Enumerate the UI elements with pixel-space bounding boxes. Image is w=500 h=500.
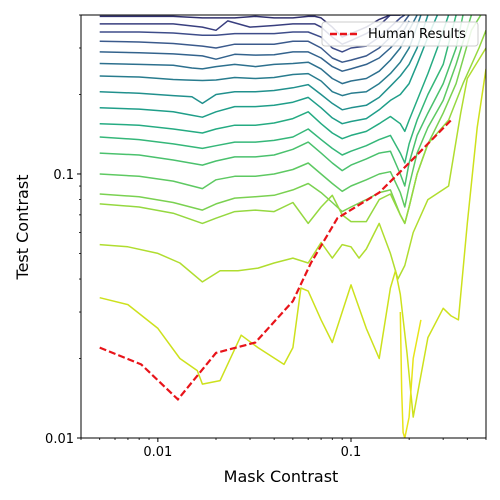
y-tick-label: 0.1 bbox=[53, 168, 74, 183]
contour-line-5 bbox=[99, 20, 410, 72]
human-results-series bbox=[99, 119, 452, 402]
plot-area-background bbox=[81, 15, 486, 438]
contour-line-16 bbox=[99, 47, 486, 283]
contour-line-8 bbox=[99, 15, 429, 111]
contour-line-9 bbox=[99, 15, 439, 125]
x-tick-label: 0.01 bbox=[143, 445, 172, 460]
contour-line-4 bbox=[99, 15, 410, 63]
plot-frame bbox=[80, 14, 487, 439]
legend-human-results-label: Human Results bbox=[368, 27, 466, 42]
contour-line-10 bbox=[99, 15, 450, 140]
y-tick-label: 0.01 bbox=[45, 432, 74, 447]
legend: Human Results bbox=[321, 21, 479, 47]
legend-box bbox=[321, 21, 479, 47]
contour-line-6 bbox=[99, 15, 418, 85]
contour-line-15 bbox=[99, 30, 486, 225]
human-results-line bbox=[99, 119, 452, 402]
contour-line-11 bbox=[99, 15, 457, 164]
axis-ticks: 0.01 0.1 0.01 0.1 bbox=[45, 14, 487, 460]
contour-line-17 bbox=[99, 68, 486, 418]
x-axis-label: Mask Contrast bbox=[224, 467, 339, 486]
contour-line-18 bbox=[399, 311, 422, 438]
contour-line-7 bbox=[99, 15, 422, 97]
x-tick-label: 0.1 bbox=[341, 445, 362, 460]
contour-line-13 bbox=[99, 15, 473, 208]
contour-line-12 bbox=[99, 15, 464, 187]
y-axis-label: Test Contrast bbox=[13, 175, 32, 281]
contour-lines bbox=[99, 15, 486, 438]
